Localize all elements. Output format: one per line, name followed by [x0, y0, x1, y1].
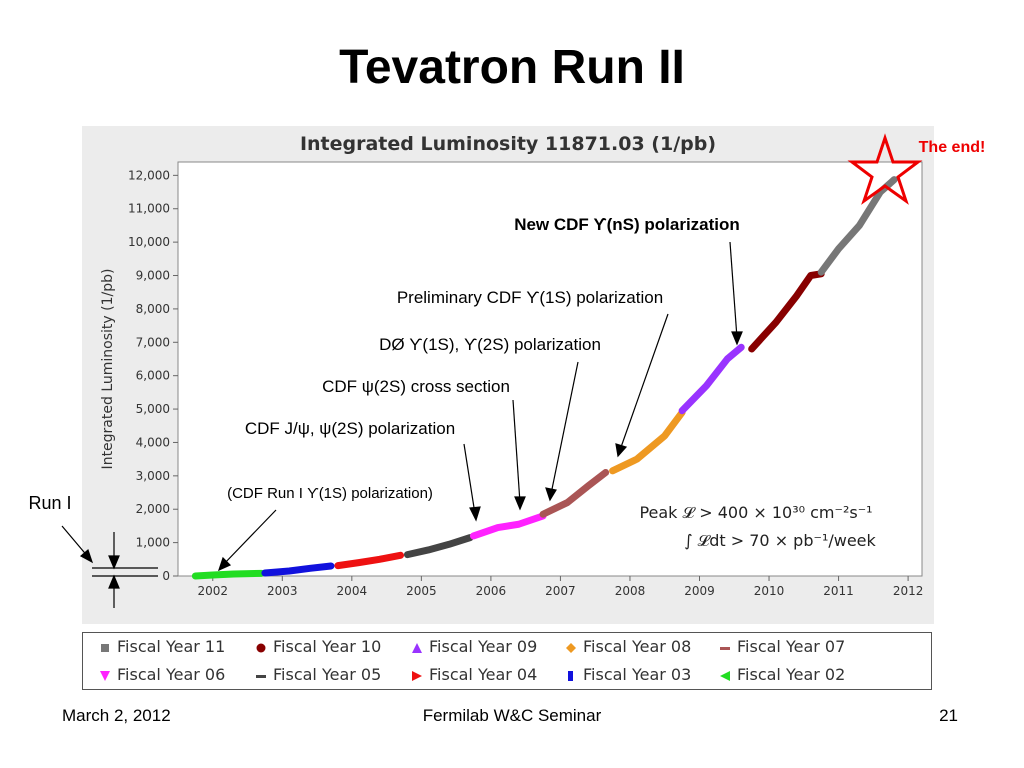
- y-tick-label: 7,000: [136, 335, 170, 349]
- annotation-run1-cdf: (CDF Run I ϒ(1S) polarization): [227, 485, 433, 502]
- legend-label: Fiscal Year 08: [583, 637, 692, 656]
- legend-marker-icon: [568, 670, 573, 681]
- legend-item: Fiscal Year 10: [255, 636, 381, 658]
- y-tick-label: 10,000: [128, 235, 170, 249]
- series-fiscal-year-09: [678, 343, 745, 415]
- legend-label: Fiscal Year 04: [429, 665, 538, 684]
- plot-area: [177, 161, 923, 577]
- slide-title: Tevatron Run II: [339, 41, 685, 94]
- x-tick-label: 2002: [197, 584, 228, 598]
- legend-item: Fiscal Year 07: [719, 636, 845, 658]
- legend-label: Fiscal Year 09: [429, 637, 538, 656]
- legend-label: Fiscal Year 11: [117, 637, 226, 656]
- x-tick-label: 2004: [337, 584, 368, 598]
- legend-marker-icon: [720, 646, 730, 650]
- series-fiscal-year-07: [539, 469, 610, 518]
- x-tick-label: 2009: [684, 584, 715, 598]
- y-tick-label: 5,000: [136, 402, 170, 416]
- legend-label: Fiscal Year 05: [273, 665, 382, 684]
- annotation-the-end: The end!: [919, 139, 986, 156]
- y-tick-label: 2,000: [136, 502, 170, 516]
- series-fiscal-year-08: [609, 408, 686, 475]
- y-tick-label: 3,000: [136, 469, 170, 483]
- y-tick-label: 4,000: [136, 435, 170, 449]
- footer-page-number: 21: [939, 706, 958, 725]
- legend-marker-icon: [256, 643, 266, 652]
- legend-item: Fiscal Year 11: [99, 636, 225, 658]
- annotation-cdf-jpsi: CDF J/ψ, ψ(2S) polarization: [245, 419, 455, 438]
- y-tick-label: 12,000: [128, 168, 170, 182]
- legend-item: Fiscal Year 02: [719, 664, 845, 686]
- annotation-prelim-cdf: Preliminary CDF ϒ(1S) polarization: [397, 288, 663, 307]
- y-tick-label: 1,000: [136, 536, 170, 550]
- legend-label: Fiscal Year 06: [117, 665, 226, 684]
- series-fiscal-year-03: [261, 562, 335, 577]
- legend-marker-icon: [720, 670, 730, 681]
- legend-label: Fiscal Year 10: [273, 637, 382, 656]
- legend-item: Fiscal Year 03: [565, 664, 691, 686]
- legend-item: Fiscal Year 04: [411, 664, 537, 686]
- y-tick-label: 9,000: [136, 269, 170, 283]
- footer-date: March 2, 2012: [62, 706, 171, 725]
- x-tick-label: 2011: [823, 584, 854, 598]
- x-tick-label: 2012: [893, 584, 924, 598]
- legend-marker-icon: [412, 642, 422, 653]
- legend-marker-icon: [566, 642, 576, 653]
- chart-legend: Fiscal Year 11 Fiscal Year 10 Fiscal Year …: [82, 632, 932, 690]
- annotation-arrows: [61, 241, 743, 608]
- star-icon: [847, 133, 923, 205]
- x-tick-label: 2006: [476, 584, 507, 598]
- peak-luminosity-text: Peak 𝓛 > 400 × 10³⁰ cm⁻²s⁻¹: [639, 503, 872, 522]
- legend-item: Fiscal Year 05: [255, 664, 381, 686]
- y-tick-label: 11,000: [128, 202, 170, 216]
- series-fiscal-year-05: [403, 534, 474, 559]
- legend-marker-icon: [100, 670, 110, 681]
- x-tick-label: 2005: [406, 584, 437, 598]
- luminosity-chart: Integrated Luminosity 11871.03 (1/pb) In…: [28, 126, 986, 624]
- x-axis-ticks: 2002 2003 2004 2005 2006 2007 2008 2009 2010 2011…: [197, 576, 923, 598]
- legend-label: Fiscal Year 07: [737, 637, 846, 656]
- annotation-new-cdf: New CDF ϒ(nS) polarization: [514, 215, 740, 234]
- y-tick-label: 6,000: [136, 369, 170, 383]
- x-tick-label: 2008: [615, 584, 646, 598]
- x-tick-label: 2010: [754, 584, 785, 598]
- series-fiscal-year-06: [470, 512, 547, 540]
- y-tick-label: 8,000: [136, 302, 170, 316]
- chart-title: Integrated Luminosity 11871.03 (1/pb): [300, 133, 716, 155]
- annotation-cdf-psi2s: CDF ψ(2S) cross section: [322, 377, 510, 396]
- legend-item: Fiscal Year 09: [411, 636, 537, 658]
- series-fiscal-year-11: [817, 176, 898, 276]
- annotation-d0: DØ ϒ(1S), ϒ(2S) polarization: [379, 335, 601, 354]
- legend-label: Fiscal Year 03: [583, 665, 692, 684]
- x-tick-label: 2003: [267, 584, 298, 598]
- data-series: [191, 176, 898, 580]
- series-fiscal-year-10: [748, 270, 825, 353]
- footer-center: Fermilab W&C Seminar: [422, 706, 602, 725]
- x-tick-label: 2007: [545, 584, 576, 598]
- legend-label: Fiscal Year 02: [737, 665, 846, 684]
- y-axis-ticks: 0 1,000 2,000 3,000 4,000 5,000 6,000 7,000 8,00…: [128, 168, 178, 583]
- legend-marker-icon: [101, 643, 109, 652]
- legend-item: Fiscal Year 06: [99, 664, 225, 686]
- series-fiscal-year-04: [334, 551, 405, 570]
- legend-marker-icon: [412, 670, 422, 681]
- annotation-run-i: Run I: [28, 493, 71, 513]
- legend-marker-icon: [256, 674, 266, 678]
- y-tick-label: 0: [162, 569, 170, 583]
- integrated-rate-text: ∫ 𝓛dt > 70 × pb⁻¹/week: [684, 531, 876, 550]
- series-fiscal-year-02: [191, 569, 265, 580]
- y-axis-label: Integrated Luminosity (1/pb): [100, 269, 116, 470]
- legend-item: Fiscal Year 08: [565, 636, 691, 658]
